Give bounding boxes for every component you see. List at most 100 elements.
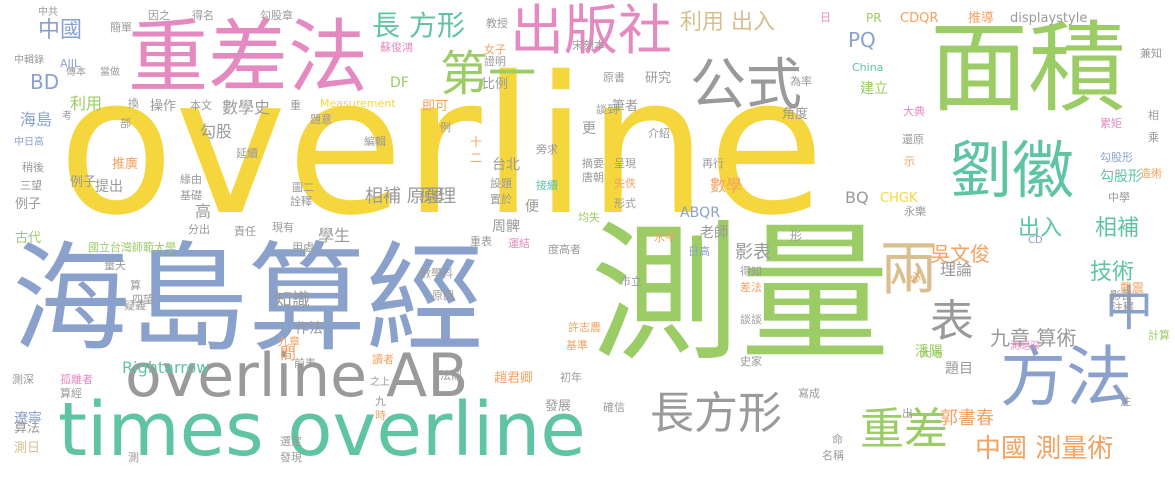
word: 發展: [545, 399, 572, 414]
word: 圖二: [292, 181, 314, 194]
word: CHGK: [880, 191, 918, 206]
word: 前表: [294, 357, 316, 370]
word: 大典: [903, 105, 925, 118]
word: 確信: [603, 401, 625, 414]
word: times overline: [58, 387, 586, 473]
word: 談到: [596, 103, 618, 116]
word: displaystyle: [1010, 11, 1088, 26]
word: 中共: [38, 7, 58, 18]
word: DF: [390, 75, 409, 91]
word: Rightarrow: [122, 358, 210, 377]
word: 出版社: [510, 0, 672, 62]
word: BD: [30, 70, 60, 94]
word: 便: [525, 199, 539, 215]
word: 間: [280, 344, 297, 363]
word: 造術: [1140, 167, 1162, 180]
word: BQ: [845, 188, 869, 207]
word: 九: [375, 395, 386, 408]
word: 簡單: [110, 21, 132, 34]
word: 表: [930, 296, 974, 347]
word: 理論: [940, 260, 973, 279]
word: PR: [866, 11, 882, 25]
word: 出: [902, 407, 913, 420]
word: 時: [375, 409, 386, 422]
word: 設題: [490, 177, 512, 190]
word: 數學科: [420, 267, 453, 280]
word: 中國 測量術: [975, 434, 1114, 464]
word: 度高者: [548, 243, 581, 256]
word: 置於: [490, 193, 512, 206]
word: 測絕深: [1010, 341, 1040, 352]
word: 孤離者: [60, 373, 93, 386]
word: 測日: [14, 441, 41, 456]
word: 蘇俊鴻: [380, 41, 413, 54]
word: 操作: [150, 99, 177, 114]
word: 二: [470, 151, 483, 165]
word: 計算: [1148, 329, 1170, 342]
word: 角度: [782, 107, 809, 122]
word: AJIL: [60, 57, 81, 70]
word: 例子: [70, 175, 97, 190]
word: 證明: [484, 55, 506, 68]
word: 形: [790, 229, 803, 243]
word: 測量: [590, 208, 891, 382]
word: 許志農: [568, 321, 601, 334]
word: 得名: [192, 9, 214, 22]
word: 原書: [603, 71, 625, 84]
word: 因之: [148, 9, 170, 22]
word: 運結: [508, 237, 530, 250]
word: 重差: [860, 404, 948, 455]
word: PQ: [848, 28, 876, 52]
word: 遼寧: [14, 411, 42, 427]
word: 換: [128, 97, 139, 110]
word: 學生: [318, 226, 351, 245]
word: 摘要: [582, 157, 604, 170]
word: 疑義: [124, 299, 146, 312]
word: 再行: [702, 157, 724, 170]
word: 台北: [492, 157, 520, 173]
word: 基礎: [180, 189, 202, 202]
word: 必: [910, 271, 921, 284]
word: 測: [128, 451, 139, 464]
word: 史家: [740, 355, 762, 368]
word: 算法: [14, 421, 41, 436]
word: Measurement: [320, 97, 396, 110]
word: 考: [62, 111, 72, 122]
word: 永樂: [904, 205, 926, 218]
word: 緣由: [180, 173, 202, 186]
word: 教授: [486, 17, 508, 30]
word: ABQR: [680, 205, 720, 221]
word: 知識: [274, 290, 310, 311]
word: CDQR: [900, 11, 939, 26]
word: 公式: [690, 53, 802, 118]
word: 劉徽: [950, 134, 1075, 207]
word: 九章 算術: [990, 326, 1077, 350]
word: 例子: [15, 197, 42, 212]
word: 算: [130, 279, 141, 292]
word: 原圖: [432, 289, 454, 302]
word: 名稱: [822, 449, 844, 462]
word: CD: [1028, 235, 1043, 246]
word: 用處: [292, 241, 314, 254]
word: 中: [1105, 281, 1154, 337]
word: 三望: [20, 179, 42, 192]
word: 勾股: [200, 122, 233, 141]
word: 四望: [132, 293, 154, 306]
word: overline AB: [125, 341, 469, 411]
word: 寫成: [798, 387, 820, 400]
word: 現有: [272, 221, 294, 234]
word: 勾股形: [1100, 169, 1142, 185]
word: 勾股形: [1100, 151, 1133, 164]
word: 中輯錄: [14, 55, 44, 66]
word: 談談: [740, 313, 762, 326]
word: 周髀: [492, 219, 520, 235]
word: overline: [58, 36, 825, 257]
word: 日: [820, 11, 831, 24]
word: 還原: [902, 133, 924, 146]
word: 乘: [1148, 131, 1159, 144]
word: 方法: [1000, 339, 1132, 416]
word: 編輯: [364, 135, 386, 148]
word: 原理: [420, 186, 456, 207]
word: 中國: [38, 18, 83, 43]
word: 市立: [620, 275, 642, 288]
